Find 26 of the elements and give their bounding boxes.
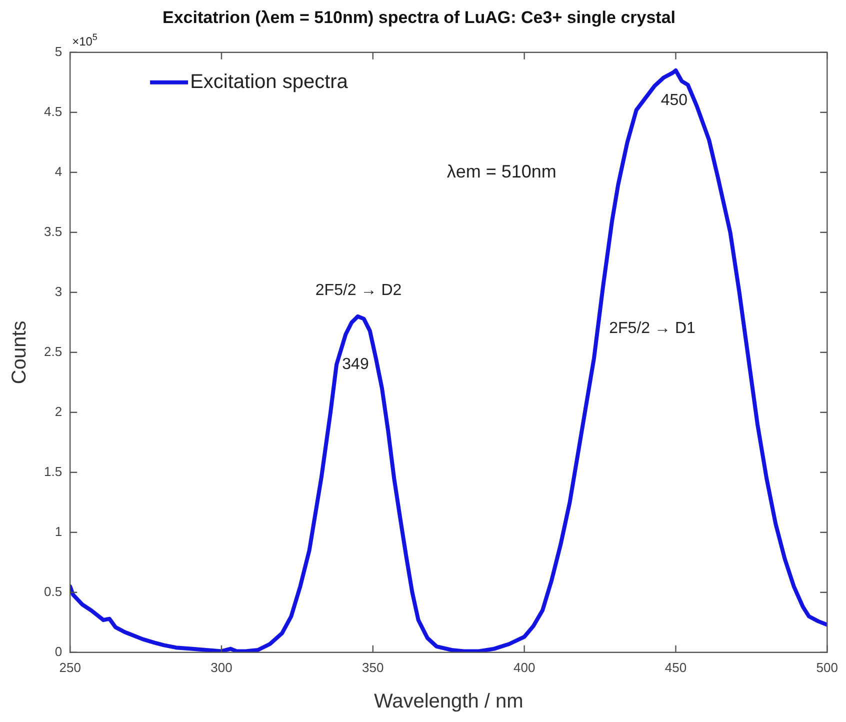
x-axis-title: Wavelength / nm <box>374 690 524 713</box>
x-tick-label: 500 <box>816 660 838 675</box>
x-tick-label: 400 <box>513 660 536 675</box>
annotation: 450 <box>660 92 688 109</box>
y-tick-label: 0.5 <box>44 584 62 599</box>
x-tick-label: 250 <box>59 660 81 675</box>
annotation: λem = 510nm <box>446 161 556 182</box>
chart-title: Excitatrion (λem = 510nm) spectra of LuAG: Ce3+ single crystal <box>162 8 676 27</box>
y-tick-label: 0 <box>54 644 62 659</box>
annotation: 2F5/2 → D1 <box>609 320 696 337</box>
y-tick-label: 5 <box>54 44 62 59</box>
legend-label: Excitation spectra <box>190 70 349 93</box>
x-tick-label: 450 <box>664 660 687 675</box>
y-tick-label: 4.5 <box>44 104 62 119</box>
x-tick-label: 300 <box>210 660 232 675</box>
y-tick-label: 3.5 <box>44 224 62 239</box>
y-tick-label: 1 <box>54 524 62 539</box>
y-tick-label: 4 <box>54 164 62 179</box>
x-tick-label: 350 <box>362 660 384 675</box>
y-tick-label: 2 <box>54 404 62 419</box>
annotation: 349 <box>342 356 369 373</box>
y-tick-label: 3 <box>54 284 62 299</box>
y-axis-title: Counts <box>8 320 31 384</box>
y-tick-label: 2.5 <box>44 344 62 359</box>
y-tick-label: 1.5 <box>44 464 62 479</box>
annotation: 2F5/2 → D2 <box>315 282 402 300</box>
